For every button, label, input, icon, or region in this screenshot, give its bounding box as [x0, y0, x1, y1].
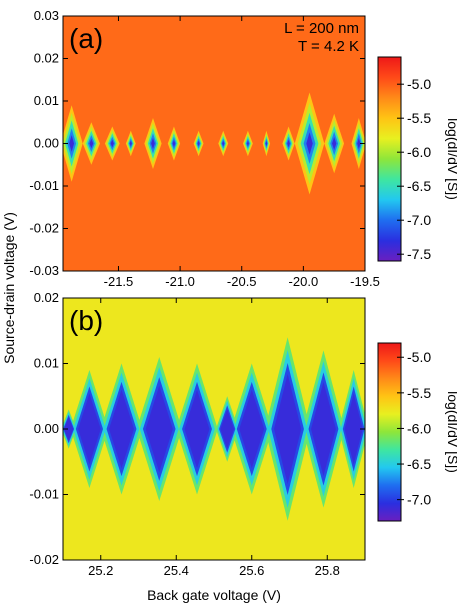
colorbar-tick-label: -7.0: [407, 212, 431, 228]
blockade-diamond: [172, 139, 176, 148]
x-tick-label: 25.4: [164, 563, 189, 578]
blockade-diamond: [274, 373, 302, 485]
blockade-diamond: [197, 140, 200, 147]
x-axis-label: Back gate voltage (V): [147, 587, 281, 603]
colorbar-tick-label: -6.5: [407, 456, 431, 472]
colorbar-tick-label: -6.0: [407, 144, 431, 160]
colorbar-tick-label: -5.0: [407, 76, 431, 92]
blockade-diamond: [220, 409, 235, 449]
annotation: L = 200 nm: [284, 20, 359, 37]
colorbar-tick-label: -5.0: [407, 349, 431, 365]
colorbar-label: log(dI/dV [S]): [445, 391, 457, 473]
blockade-diamond: [184, 389, 210, 469]
blockade-diamond: [64, 417, 74, 441]
blockade-diamond: [265, 140, 268, 147]
x-tick-label: -20.5: [227, 274, 257, 289]
blockade-diamond: [311, 381, 336, 477]
blockade-diamond: [357, 137, 361, 150]
blockade-diamond: [69, 135, 75, 152]
blockade-diamond: [151, 137, 155, 150]
x-tick-label: 25.8: [315, 563, 340, 578]
blockade-diamond: [306, 132, 313, 155]
x-tick-label: 25.6: [239, 563, 264, 578]
blockade-diamond: [145, 385, 173, 473]
y-tick-label: 0.01: [34, 93, 59, 108]
colorbar-tick-label: -5.5: [407, 385, 431, 401]
y-tick-label: -0.02: [29, 221, 59, 236]
y-tick-label: 0.00: [34, 421, 59, 436]
blockade-diamond: [129, 140, 132, 147]
blockade-diamond: [344, 393, 363, 465]
annotation: T = 4.2 K: [298, 38, 359, 55]
y-tick-label: -0.01: [29, 178, 59, 193]
heatmap: [63, 16, 365, 271]
blockade-diamond: [332, 136, 337, 151]
colorbar-tick-label: -5.5: [407, 110, 431, 126]
blockade-diamond: [287, 139, 290, 148]
y-tick-label: -0.01: [29, 487, 59, 502]
colorbar-tick-label: -6.5: [407, 178, 431, 194]
blockade-diamond: [239, 389, 265, 469]
x-tick-label: -21.5: [104, 274, 134, 289]
x-tick-label: -19.5: [350, 274, 380, 289]
x-tick-label: 25.2: [88, 563, 113, 578]
panel-label: (a): [69, 23, 103, 54]
blockade-diamond: [246, 140, 249, 147]
y-tick-label: 0.01: [34, 356, 59, 371]
y-tick-label: -0.03: [29, 263, 59, 278]
blockade-diamond: [109, 389, 134, 469]
y-axis-label: Source-drain voltage (V): [1, 212, 17, 364]
x-tick-label: -20.0: [289, 274, 319, 289]
colorbar-tick-label: -6.0: [407, 420, 431, 436]
y-tick-label: 0.00: [34, 136, 59, 151]
blockade-diamond: [222, 140, 225, 147]
colorbar-tick-label: -7.0: [407, 492, 431, 508]
colorbar: [377, 56, 402, 262]
panel-label: (b): [69, 305, 103, 336]
y-tick-label: 0.03: [34, 8, 59, 23]
panel-b: 25.2 25.4 25.6 25.8 -0.02 -0.01 0.00 0.01 0.02 (b…: [29, 290, 457, 578]
blockade-diamond: [110, 139, 114, 148]
colorbar: [377, 342, 402, 522]
y-tick-label: 0.02: [34, 290, 59, 305]
y-tick-label: 0.02: [34, 51, 59, 66]
colorbar-tick-label: -7.5: [407, 246, 431, 262]
panel-a: -21.5 -21.0 -20.5 -20.0 -19.5 -0.03 -0.02 -0.01…: [29, 8, 457, 289]
blockade-diamond: [89, 138, 94, 149]
x-tick-label: -21.0: [165, 274, 195, 289]
heatmap: [63, 298, 365, 560]
colorbar-label: log(dI/dV [S]): [445, 118, 457, 200]
y-tick-label: -0.02: [29, 552, 59, 567]
blockade-diamond: [78, 393, 101, 465]
